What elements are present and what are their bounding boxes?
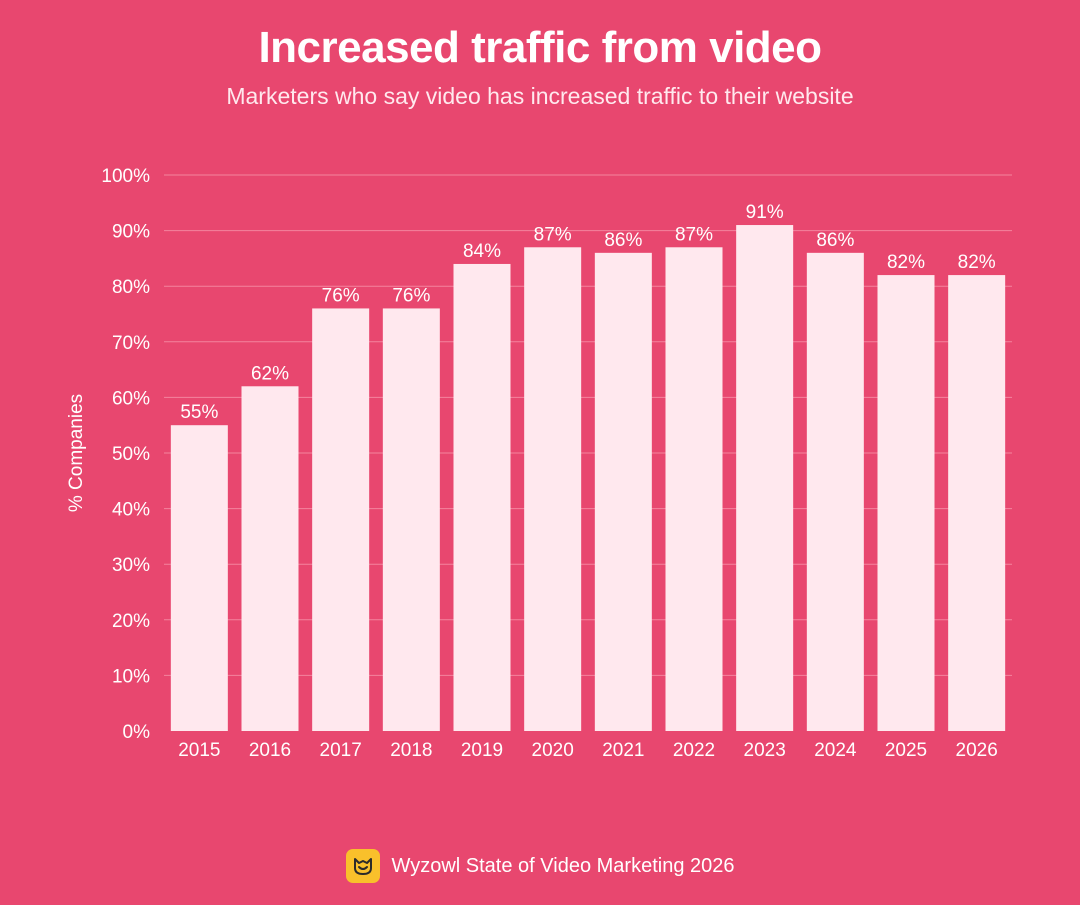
bar-2015: [170, 425, 228, 731]
bar-2020: [524, 247, 582, 731]
y-tick-label: 20%: [112, 611, 150, 632]
y-tick-label: 10%: [112, 666, 150, 687]
x-tick-label: 2020: [532, 740, 574, 761]
x-tick-label: 2024: [814, 740, 857, 761]
x-tick-label: 2016: [249, 740, 291, 761]
y-tick-label: 90%: [112, 222, 150, 243]
bar-2019: [453, 263, 511, 731]
bar-2024: [806, 252, 864, 731]
data-label-2026: 82%: [958, 252, 996, 273]
data-label-2017: 76%: [322, 285, 360, 306]
footer-source: Wyzowl State of Video Marketing 2026: [0, 849, 1080, 883]
x-tick-label: 2022: [673, 740, 715, 761]
data-label-2020: 87%: [534, 224, 572, 245]
bars: [170, 225, 1006, 732]
bar-2026: [948, 275, 1006, 731]
bar-2018: [382, 308, 440, 731]
data-label-2023: 91%: [746, 202, 784, 223]
data-label-2025: 82%: [887, 252, 925, 273]
y-axis-title: % Companies: [66, 394, 87, 512]
data-label-2015: 55%: [180, 402, 218, 423]
data-label-2021: 86%: [604, 230, 642, 251]
data-label-2016: 62%: [251, 363, 289, 384]
bar-2025: [877, 275, 935, 731]
y-tick-label: 60%: [112, 388, 150, 409]
chart-subtitle: Marketers who say video has increased tr…: [226, 83, 854, 109]
wyzowl-owl-icon: [345, 849, 380, 883]
y-tick-label: 100%: [101, 166, 150, 187]
x-tick-label: 2021: [602, 740, 644, 761]
bar-2023: [736, 225, 794, 732]
y-tick-label: 30%: [112, 555, 150, 576]
x-tick-label: 2017: [320, 740, 362, 761]
data-label-2024: 86%: [816, 230, 854, 251]
data-label-2019: 84%: [463, 241, 501, 262]
bar-2017: [312, 308, 370, 731]
bar-2021: [594, 252, 652, 731]
x-axis-ticks: 2015 2016 2017 2018 2019 2020 2021 2022 2023 2024…: [178, 740, 998, 761]
y-tick-label: 50%: [112, 444, 150, 465]
y-tick-label: 70%: [112, 333, 150, 354]
data-label-2018: 76%: [392, 285, 430, 306]
x-tick-label: 2018: [390, 740, 432, 761]
y-tick-label: 80%: [112, 277, 150, 298]
y-axis-ticks: 0% 10% 20% 30% 40% 50% 60% 70% 80% 90% 100%: [101, 166, 150, 743]
data-label-2022: 87%: [675, 224, 713, 245]
y-tick-label: 0%: [123, 722, 151, 743]
x-tick-label: 2026: [956, 740, 998, 761]
gridlines: [164, 174, 1012, 676]
bar-2016: [241, 386, 299, 731]
chart-title: Increased traffic from video: [258, 23, 822, 72]
bar-2022: [665, 247, 723, 731]
source-text: Wyzowl State of Video Marketing 2026: [391, 854, 735, 877]
data-labels: 55% 62% 76% 76% 84% 87% 86% 87% 91% 86% 82% 82%: [180, 202, 995, 423]
x-tick-label: 2025: [885, 740, 927, 761]
y-tick-label: 40%: [112, 500, 150, 521]
x-tick-label: 2015: [178, 740, 220, 761]
x-tick-label: 2019: [461, 740, 503, 761]
x-tick-label: 2023: [744, 740, 786, 761]
